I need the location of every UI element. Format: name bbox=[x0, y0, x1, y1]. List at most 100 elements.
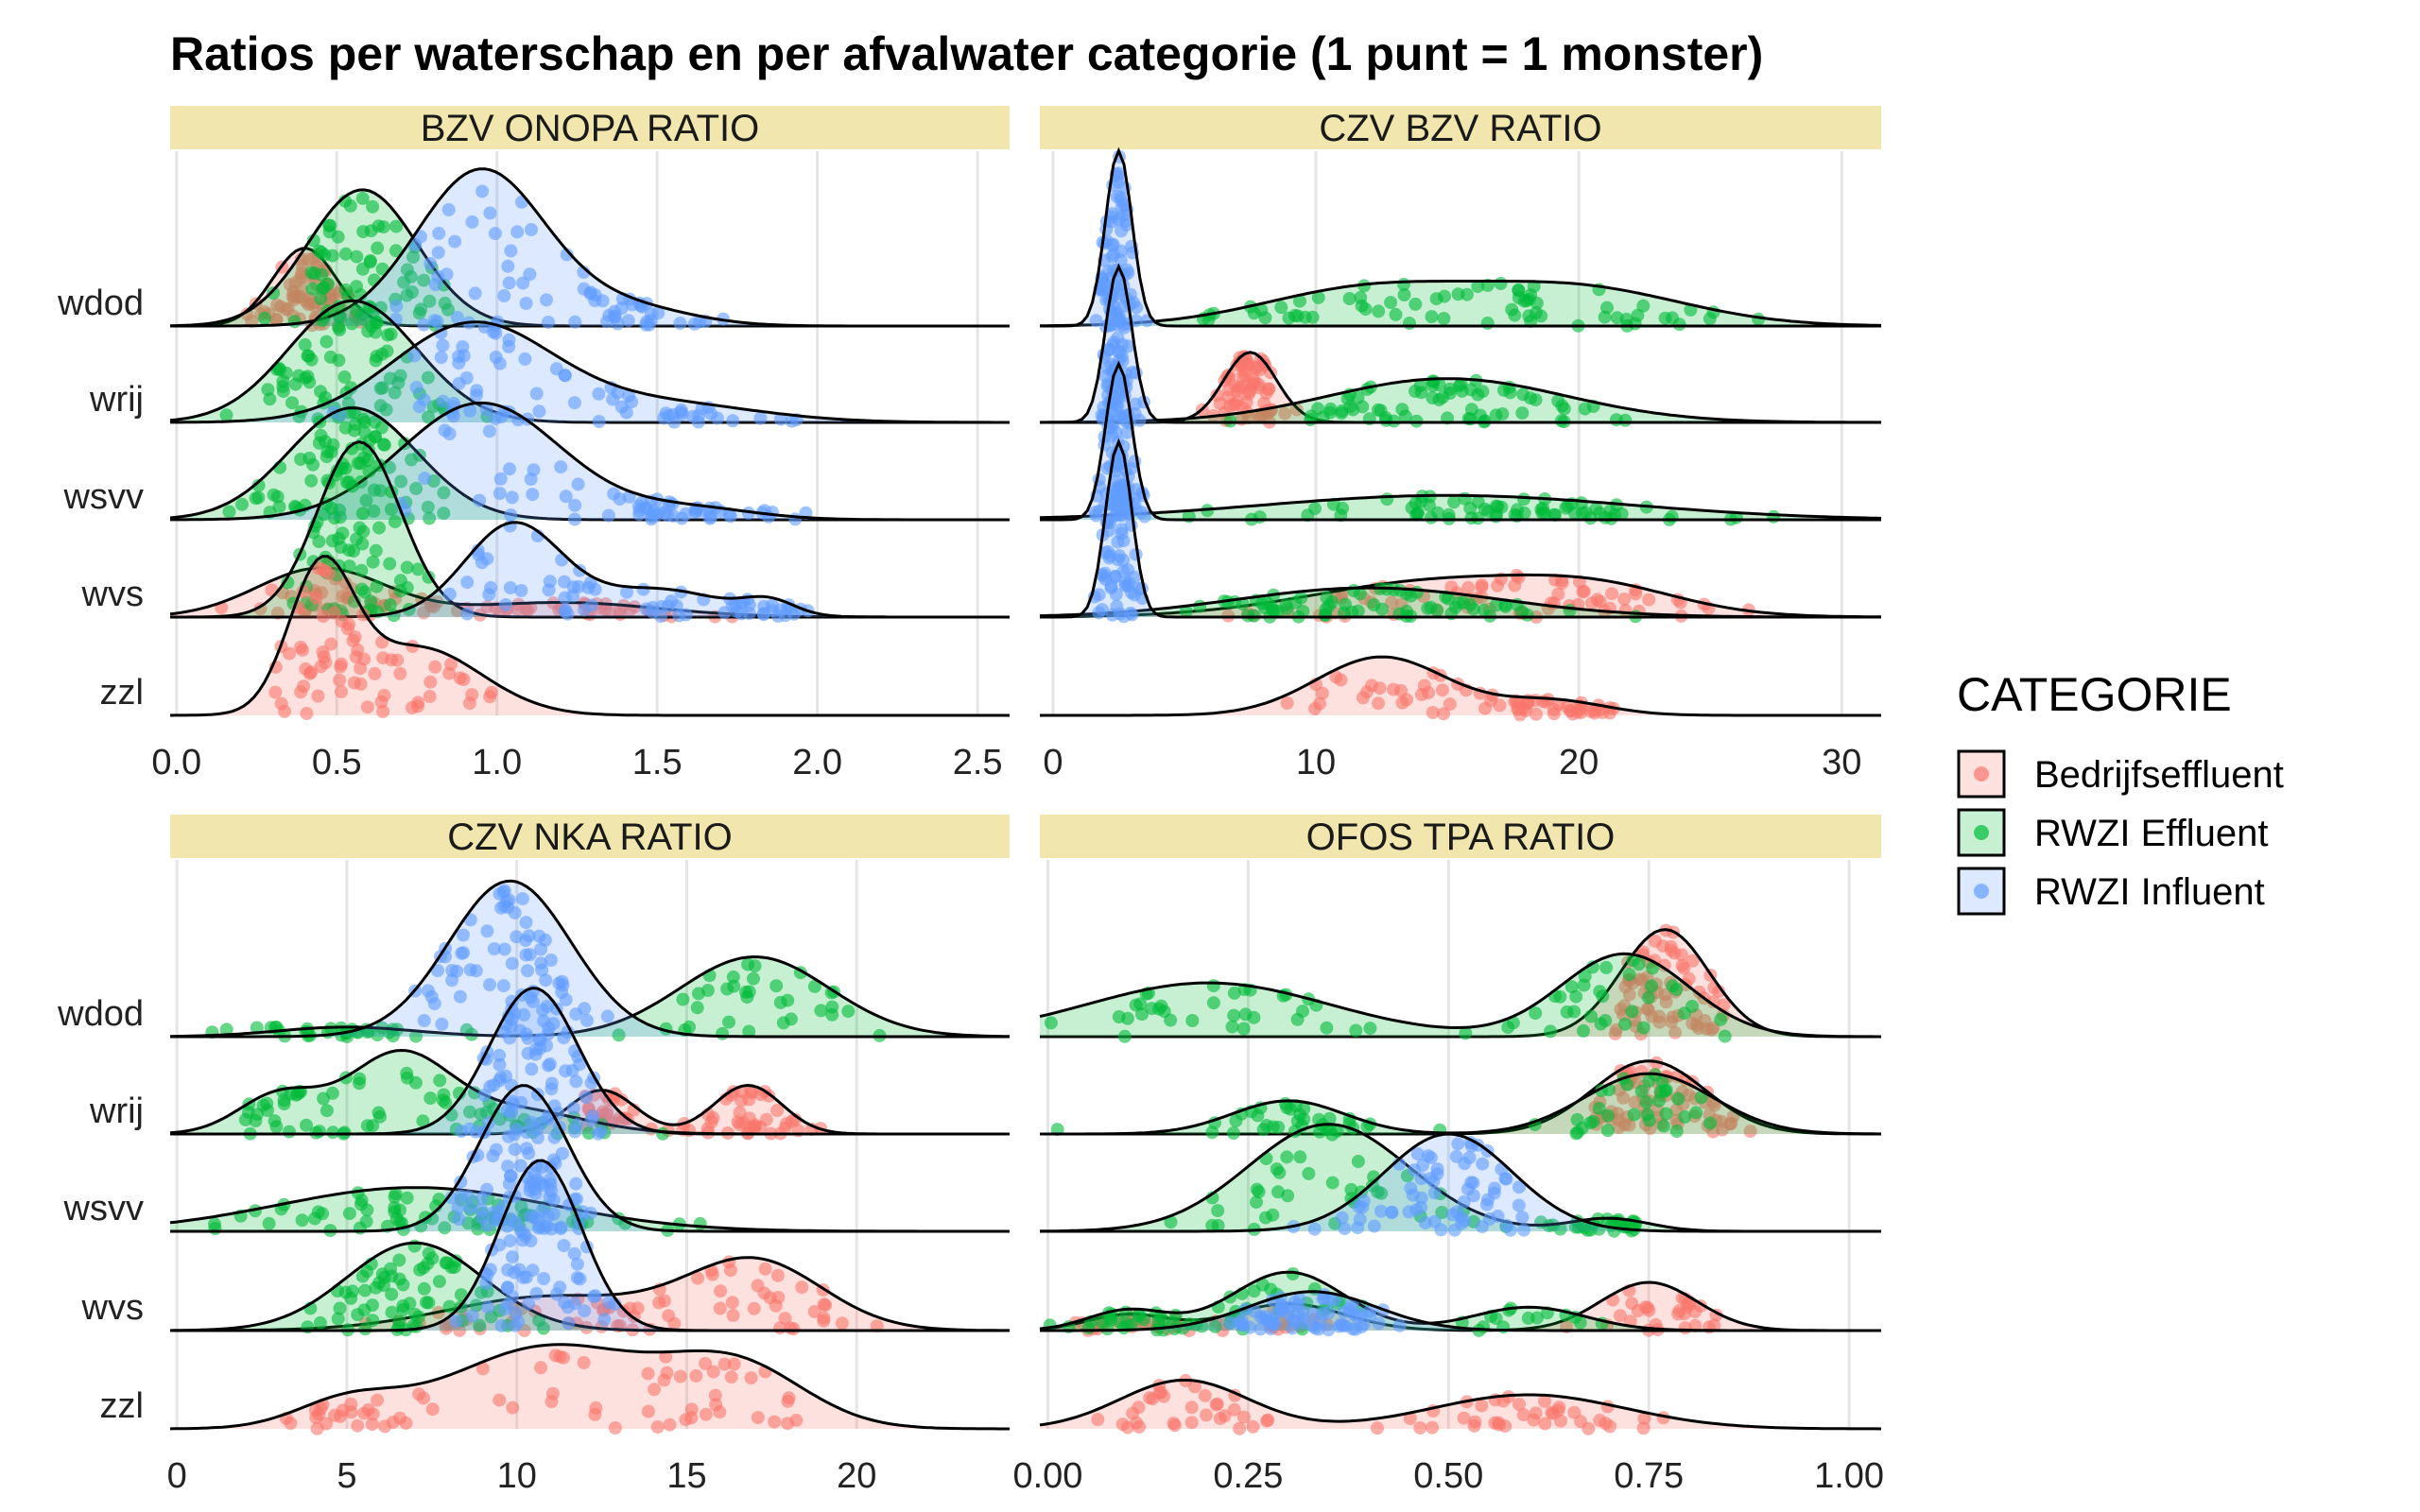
sample-point bbox=[385, 653, 398, 667]
sample-point bbox=[535, 1203, 549, 1217]
sample-point bbox=[422, 1296, 436, 1310]
sample-point bbox=[421, 370, 435, 385]
sample-point bbox=[544, 1184, 559, 1197]
sample-point bbox=[1574, 706, 1588, 720]
sample-point bbox=[326, 1125, 340, 1140]
sample-point bbox=[423, 511, 437, 525]
sample-point bbox=[1594, 1017, 1608, 1031]
sample-point bbox=[1642, 593, 1656, 607]
sample-point bbox=[835, 1316, 849, 1331]
sample-point bbox=[1567, 1405, 1582, 1419]
sample-point bbox=[717, 606, 732, 620]
sample-point bbox=[267, 286, 281, 301]
sample-point bbox=[366, 1314, 380, 1328]
sample-point bbox=[261, 1104, 274, 1117]
sample-point bbox=[1547, 702, 1561, 716]
sample-point bbox=[412, 306, 426, 320]
sample-point bbox=[1657, 958, 1671, 972]
sample-point bbox=[384, 503, 398, 517]
sample-point bbox=[450, 311, 464, 324]
density-area bbox=[1040, 1074, 1881, 1134]
sample-point bbox=[665, 594, 679, 609]
sample-point bbox=[1615, 507, 1629, 521]
sample-point bbox=[431, 964, 444, 977]
sample-point bbox=[757, 1286, 771, 1300]
sample-point bbox=[285, 396, 299, 410]
sample-point bbox=[1320, 1021, 1334, 1035]
sample-point bbox=[1235, 1314, 1249, 1328]
sample-point bbox=[503, 1234, 517, 1248]
sample-point bbox=[369, 1280, 383, 1295]
sample-point bbox=[819, 1298, 832, 1313]
sample-point bbox=[310, 1421, 324, 1435]
sample-point bbox=[451, 1201, 465, 1215]
density-area bbox=[170, 321, 1010, 422]
sample-point bbox=[1458, 1214, 1472, 1228]
sample-point bbox=[268, 312, 283, 326]
sample-point bbox=[1185, 1014, 1200, 1027]
sample-point bbox=[507, 1097, 520, 1111]
density-line bbox=[170, 401, 1010, 522]
sample-point bbox=[1389, 307, 1403, 321]
sample-point bbox=[558, 591, 572, 605]
sample-point bbox=[662, 1309, 676, 1323]
sample-point bbox=[807, 979, 821, 993]
sample-point bbox=[570, 1257, 584, 1271]
sample-point bbox=[480, 1218, 494, 1232]
sample-point bbox=[1569, 989, 1583, 1004]
sample-point bbox=[559, 603, 573, 617]
sample-point bbox=[424, 257, 438, 270]
sample-point bbox=[1104, 579, 1118, 593]
sample-point bbox=[357, 585, 372, 599]
sample-point bbox=[409, 1029, 423, 1043]
sample-point bbox=[400, 580, 414, 594]
sample-point bbox=[613, 604, 627, 618]
sample-point bbox=[1229, 379, 1243, 393]
sample-point bbox=[427, 600, 441, 614]
sample-point bbox=[498, 598, 512, 611]
sample-point bbox=[1338, 1222, 1352, 1236]
density-line bbox=[169, 555, 1010, 717]
sample-point bbox=[1206, 979, 1220, 993]
sample-point bbox=[433, 1074, 447, 1088]
x-tick-label: 2.0 bbox=[792, 743, 842, 782]
sample-point bbox=[463, 404, 477, 418]
density-area bbox=[1040, 1134, 1881, 1231]
sample-point bbox=[405, 700, 419, 714]
sample-point bbox=[1610, 311, 1624, 325]
sample-point bbox=[442, 666, 457, 680]
sample-point bbox=[566, 580, 580, 594]
sample-point bbox=[372, 219, 386, 233]
sample-point bbox=[525, 223, 538, 236]
sample-point bbox=[1551, 587, 1565, 601]
sample-point bbox=[425, 1402, 440, 1417]
sample-point bbox=[1457, 1411, 1471, 1425]
sample-point bbox=[1115, 523, 1129, 537]
sample-point bbox=[727, 1357, 741, 1371]
sample-point bbox=[1527, 280, 1541, 294]
sample-point bbox=[360, 700, 374, 714]
sample-point bbox=[714, 1284, 728, 1298]
sample-point bbox=[378, 1419, 392, 1434]
sample-point bbox=[434, 351, 448, 365]
sample-point bbox=[460, 607, 475, 621]
sample-point bbox=[1478, 414, 1492, 428]
sample-point bbox=[652, 1296, 666, 1310]
density-area bbox=[170, 168, 1010, 326]
figure-title: Ratios per waterschap en per afvalwater … bbox=[170, 27, 1763, 80]
sample-point bbox=[641, 1404, 655, 1418]
sample-point bbox=[1512, 571, 1526, 585]
x-tick-label: 30 bbox=[1822, 743, 1861, 782]
sample-point bbox=[331, 1312, 345, 1326]
sample-point bbox=[592, 387, 606, 401]
sample-point bbox=[1205, 1218, 1219, 1232]
legend-label: Bedrijfseffluent bbox=[2034, 754, 2284, 796]
sample-point bbox=[644, 314, 658, 328]
sample-point bbox=[1685, 954, 1700, 968]
sample-point bbox=[1335, 1211, 1349, 1225]
sample-point bbox=[481, 1300, 495, 1314]
sample-point bbox=[650, 1420, 665, 1435]
sample-point bbox=[421, 500, 435, 514]
sample-point bbox=[1409, 507, 1424, 522]
